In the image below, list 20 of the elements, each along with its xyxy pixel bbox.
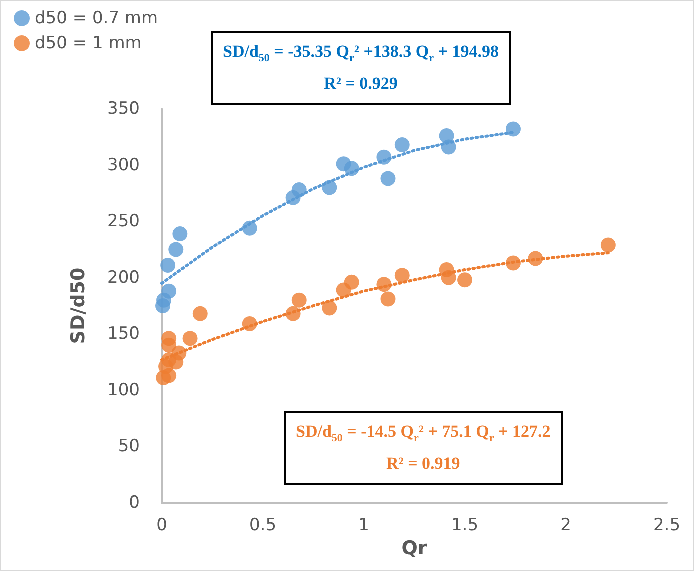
y-tick-label: 350: [108, 99, 140, 119]
y-tick-label: 250: [108, 212, 140, 232]
legend-label: d50 = 0.7 mm: [35, 8, 158, 28]
text: SD/d$_{50}$ = -14.5 Q$_{r}$² + 75.1 Q$_{r}$ + 127.2 R² = 0.919: [296, 422, 551, 474]
x-tick-label: 2: [560, 516, 572, 536]
x-tick-label: 0: [156, 516, 168, 536]
y-tick-label: 0: [129, 493, 140, 513]
y-tick-label: 100: [108, 380, 140, 400]
x-tick-label: 2.5: [653, 516, 681, 536]
x-tick-label: 0.5: [249, 516, 277, 536]
y-axis-title: SD/d50: [68, 268, 90, 344]
y-tick-label: 50: [118, 436, 140, 457]
text: SD/d$_{50}$ = -35.35 Q$_{r}$² +138.3 Q$_{r}$ + 194.98 R² = 0.929: [223, 42, 499, 94]
legend-label: d50 = 1 mm: [35, 34, 142, 54]
x-axis-title: Qr: [402, 538, 428, 560]
x-tick-label: 1: [358, 516, 370, 536]
y-tick-label: 150: [108, 324, 140, 344]
y-tick-label: 200: [108, 268, 140, 288]
y-tick-label: 300: [108, 155, 140, 176]
x-tick-label: 1.5: [451, 516, 479, 536]
